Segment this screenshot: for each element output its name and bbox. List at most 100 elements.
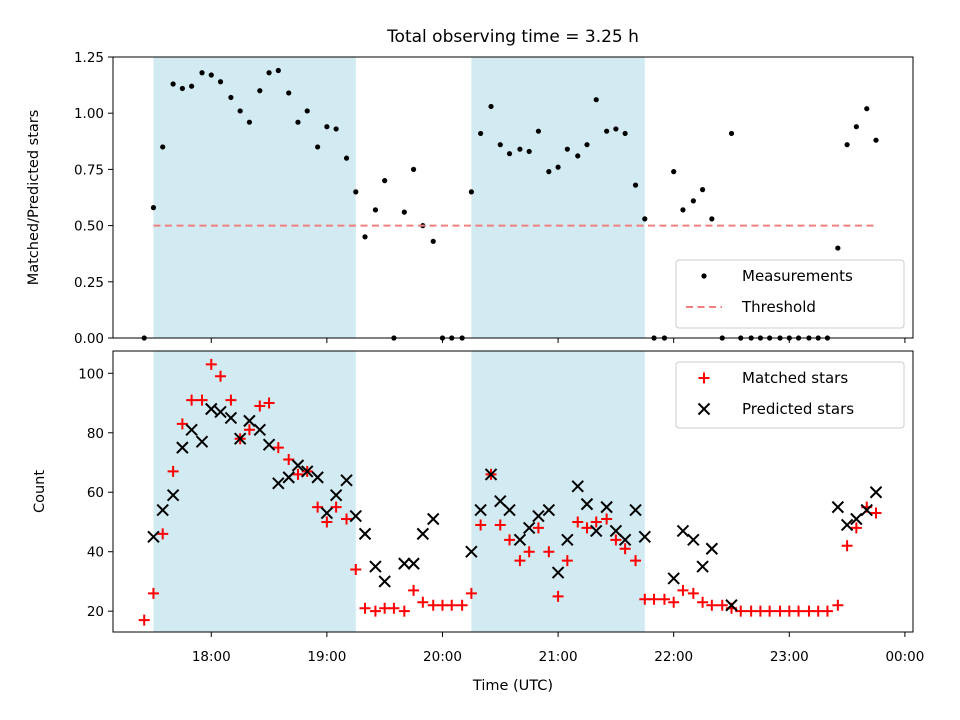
predicted-stars-point-53 (705, 542, 719, 555)
predicted-stars-point-36 (522, 521, 536, 535)
top-panel-ticks: 0.00 0.25 0.50 0.75 1.00 1.25 (74, 50, 906, 347)
matched-stars-point-35 (465, 587, 477, 599)
bottom-panel-y-axis-label: Count (32, 470, 48, 513)
x-tick-label-2: 19:00 (307, 649, 346, 665)
matched-stars-point-6 (186, 394, 198, 406)
measurements-point-23 (353, 189, 359, 195)
predicted-stars-point-54 (725, 599, 738, 612)
bottom-panel-ticks: 20 40 60 80 100 (78, 366, 906, 637)
predicted-stars-point-9 (224, 411, 238, 425)
matched-stars-point-10 (225, 394, 237, 406)
predicted-stars-point-57 (850, 512, 863, 526)
measurements-point-7 (199, 70, 205, 76)
matched-stars-point-44 (552, 590, 564, 602)
predicted-stars-point-16 (291, 459, 305, 472)
predicted-stars-point-27 (407, 557, 420, 570)
matched-stars-point-8 (205, 358, 217, 370)
measurements-point-47 (584, 142, 590, 148)
measurements-point-56 (671, 169, 677, 175)
predicted-stars-point-59 (869, 486, 883, 499)
predicted-stars-point-22 (349, 509, 362, 523)
measurements-point-2 (150, 205, 157, 211)
measurements-point-62 (728, 130, 735, 137)
measurements-point-41 (526, 148, 532, 155)
x-tick-label-3: 20:00 (423, 649, 462, 665)
measurements-point-38 (497, 142, 503, 148)
measurements-point-13 (257, 88, 263, 94)
predicted-stars-point-8 (214, 405, 227, 419)
top-panel-y-tick-label-3: 0.50 (74, 219, 104, 235)
predicted-stars-point-48 (638, 530, 651, 544)
matched-stars-point-25 (369, 605, 381, 617)
matched-stars-point-48 (590, 516, 602, 528)
predicted-stars-point-10 (233, 432, 247, 445)
predicted-stars-point-26 (398, 557, 411, 570)
measurements-point-12 (246, 119, 253, 125)
matched-stars-point-20 (321, 516, 333, 528)
predicted-stars-point-28 (416, 527, 430, 541)
top-panel-legend: Measurements Threshold (675, 259, 905, 329)
measurements-point-28 (401, 209, 407, 215)
bottom-panel-shaded-region-1 (153, 351, 356, 632)
bottom-panel-y-tick-label-1: 20 (87, 604, 104, 620)
measurements-point-20 (324, 124, 330, 130)
bottom-panel: 20 40 60 80 100 Count Matched stars Predicte… (32, 350, 914, 637)
predicted-stars-point-41 (571, 480, 584, 493)
x-tick-label-5: 22:00 (654, 649, 693, 665)
predicted-stars-point-4 (176, 441, 189, 454)
predicted-stars-point-47 (629, 503, 642, 517)
predicted-stars-point-7 (205, 402, 218, 416)
matched-stars-point-39 (504, 534, 516, 546)
matched-stars-point-42 (532, 522, 544, 534)
measurements-point-21 (333, 126, 339, 132)
predicted-stars-point-39 (551, 566, 565, 579)
predicted-stars-point-15 (282, 471, 295, 484)
matched-stars-point-72 (821, 605, 833, 617)
predicted-stars-point-44 (600, 500, 613, 514)
matched-stars-point-65 (754, 605, 766, 617)
matched-stars-point-21 (330, 501, 342, 513)
matched-stars-point-58 (687, 587, 699, 599)
measurements-point-24 (362, 234, 368, 240)
measurements-point-60 (709, 216, 715, 222)
predicted-stars-point-6 (195, 435, 209, 448)
matched-stars-point-36 (475, 519, 487, 531)
matched-stars-point-50 (610, 534, 622, 546)
matched-stars-point-55 (658, 593, 670, 605)
x-tick-label-7: 00:00 (885, 649, 924, 665)
predicted-stars-point-11 (243, 414, 256, 428)
measurements-point-45 (564, 146, 570, 152)
predicted-stars-point-19 (320, 506, 334, 520)
predicted-stars-point-35 (513, 533, 527, 547)
measurements-point-51 (622, 130, 628, 137)
predicted-stars-point-50 (676, 524, 690, 538)
predicted-stars-point-43 (590, 524, 603, 538)
legend-threshold-label: Threshold (741, 298, 816, 316)
matched-stars-point-73 (832, 599, 844, 611)
bottom-panel-y-tick-label-3: 60 (87, 485, 104, 501)
measurements-point-29 (410, 166, 417, 172)
predicted-stars-point-52 (696, 560, 709, 573)
bottom-panel-shaded-region-2 (471, 351, 645, 632)
measurements-point-4 (170, 81, 176, 87)
predicted-stars-point-2 (156, 503, 169, 517)
x-tick-label-4: 21:00 (539, 649, 578, 665)
matched-stars-point-40 (514, 555, 526, 567)
matched-stars-point-29 (408, 584, 420, 596)
matched-stars-point-51 (619, 543, 631, 555)
matched-stars-point-66 (764, 605, 776, 617)
top-panel: 0.00 0.25 0.50 0.75 1.00 1.25 Matched/Predict… (26, 50, 914, 347)
top-panel-shaded-region-1 (153, 57, 356, 338)
matched-stars-point-59 (697, 596, 709, 608)
measurements-point-37 (488, 103, 494, 110)
measurements-point-73 (835, 245, 841, 251)
measurements-point-44 (555, 164, 561, 170)
matched-stars-point-63 (735, 605, 747, 617)
legend-predicted-stars-symbol (697, 402, 711, 416)
matched-stars-point-68 (783, 605, 795, 617)
matched-stars-point-70 (803, 605, 815, 617)
predicted-stars-point-1 (147, 530, 160, 544)
predicted-stars-point-25 (378, 575, 391, 588)
bottom-panel-frame (112, 350, 914, 633)
